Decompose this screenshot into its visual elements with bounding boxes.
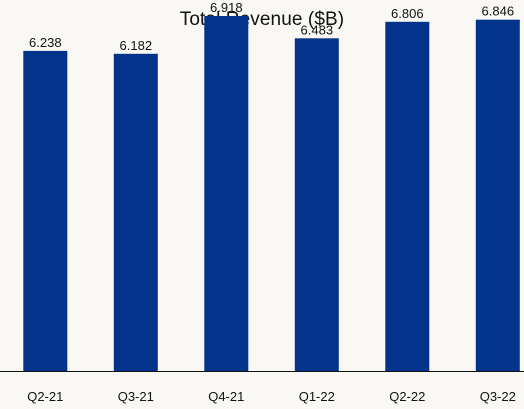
data-label: 6.846 <box>482 4 515 19</box>
bar-q2-21 <box>23 50 68 372</box>
data-label: 6.806 <box>391 6 424 21</box>
bar-q1-22 <box>294 38 339 372</box>
bar-q4-21 <box>204 16 249 371</box>
bar-q2-22 <box>385 21 430 372</box>
x-tick-label: Q3-22 <box>480 389 516 404</box>
x-tick-label: Q2-21 <box>27 389 63 404</box>
data-label: 6.182 <box>120 38 153 53</box>
data-label: 6.483 <box>301 22 334 37</box>
bar-q3-22 <box>475 19 520 371</box>
x-tick-label: Q2-22 <box>389 389 425 404</box>
x-tick-label: Q1-22 <box>299 389 335 404</box>
x-tick-label: Q4-21 <box>208 389 244 404</box>
data-label: 6.238 <box>29 35 62 50</box>
data-label: 6.918 <box>210 0 243 15</box>
bar-q3-21 <box>113 53 158 372</box>
x-tick-label: Q3-21 <box>118 389 154 404</box>
